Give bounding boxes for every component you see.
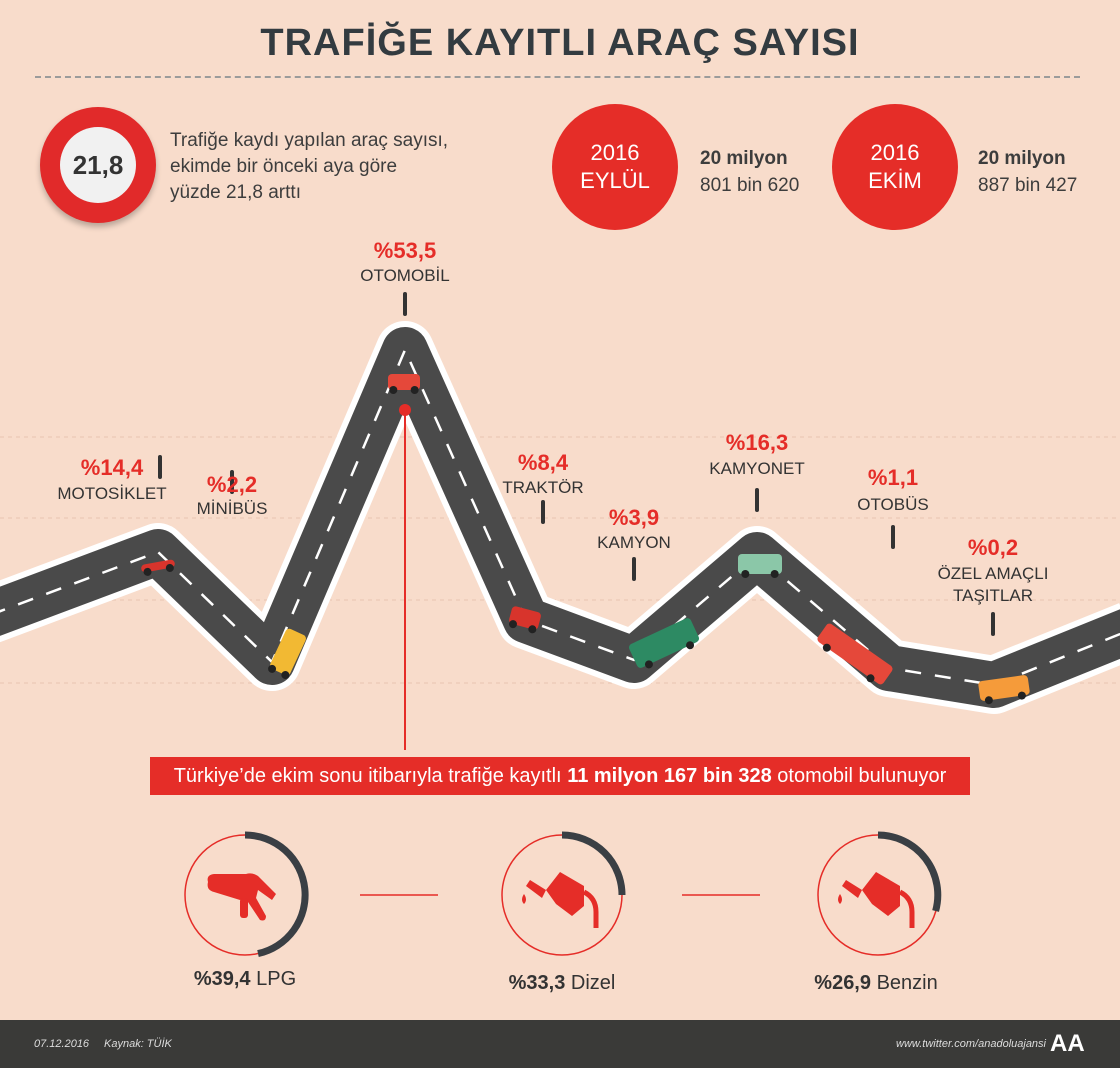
- growth-value: 21,8: [60, 127, 136, 203]
- fuel-name: Benzin: [876, 972, 938, 994]
- truck-icon: [629, 618, 699, 669]
- month-value-line2: 801 bin 620: [700, 175, 800, 196]
- growth-badge: 21,8: [40, 107, 156, 223]
- percent-label: %16,3: [725, 430, 789, 455]
- month-value-line1: 20 milyon: [978, 148, 1066, 169]
- vehicle-label: OTOBÜS: [857, 495, 929, 514]
- title-divider: [35, 76, 1080, 78]
- road-center-line: [0, 348, 1120, 687]
- fuel-gauges: [184, 831, 942, 958]
- fuel-gauge-lpg: [184, 831, 309, 958]
- month-year: 2016: [590, 140, 640, 165]
- footer: 07.12.2016 Kaynak: TÜİK www.twitter.com/…: [0, 1020, 1120, 1068]
- label-post: [230, 470, 234, 494]
- month-value-line1: 20 milyon: [700, 148, 788, 169]
- fuel-label-benzin: %26,9 Benzin: [776, 972, 976, 995]
- fuel-name: Dizel: [570, 972, 616, 994]
- label-post: [991, 612, 995, 636]
- tractor-icon: [509, 606, 541, 634]
- month-value-september: 20 milyon 801 bin 620: [700, 145, 799, 199]
- banner-text-bold: 11 milyon 167 bin 328: [567, 765, 772, 787]
- label-post: [403, 292, 407, 316]
- pickup-van-icon: [738, 554, 782, 578]
- vehicle-markers: [158, 292, 995, 636]
- label-post: [755, 488, 759, 512]
- otomobil-banner: Türkiye’de ekim sonu itibarıyla trafiğe …: [150, 757, 970, 795]
- vehicle-label: TRAKTÖR: [502, 478, 584, 497]
- vehicle-label: MİNİBÜS: [196, 499, 268, 518]
- label-post: [158, 455, 162, 479]
- diesel-pump-nozzle-icon: [522, 872, 599, 928]
- percent-label: %53,5: [373, 238, 437, 263]
- month-value-october: 20 milyon 887 bin 427: [978, 145, 1077, 199]
- month-value-line2: 887 bin 427: [978, 175, 1078, 196]
- vehicle-label: MOTOSİKLET: [57, 484, 167, 503]
- label-post: [891, 525, 895, 549]
- special-vehicle-icon: [978, 675, 1030, 705]
- percent-label: %3,9: [608, 505, 660, 530]
- growth-description: Trafiğe kaydı yapılan araç sayısı, ekimd…: [170, 130, 449, 203]
- footer-url: www.twitter.com/anadoluajansi: [896, 1038, 1046, 1050]
- fuel-pct: %26,9: [814, 972, 871, 994]
- month-badge-october: 2016 EKİM: [832, 104, 958, 230]
- fuel-gauge-dizel: [501, 831, 626, 956]
- percent-label: %2,2: [206, 472, 258, 497]
- label-post: [632, 557, 636, 581]
- footer-date: 07.12.2016: [34, 1038, 90, 1050]
- fuel-pct: %33,3: [508, 972, 566, 994]
- minibus-icon: [268, 628, 306, 680]
- footer-source: Kaynak: TÜİK: [104, 1038, 172, 1050]
- month-year: 2016: [870, 140, 920, 165]
- road-chart: [0, 292, 1120, 750]
- month-name: EKİM: [868, 168, 922, 193]
- fuel-label-dizel: %33,3 Dizel: [462, 972, 662, 995]
- percent-label: %0,2: [967, 535, 1019, 560]
- fuel-gauge-benzin: [817, 831, 942, 956]
- gasoline-pump-nozzle-icon: [838, 872, 915, 928]
- vehicle-label: ÖZEL AMAÇLI TAŞITLAR: [937, 564, 1049, 605]
- anadolu-agency-logo-icon: AA: [1050, 1030, 1085, 1057]
- banner-text-post: otomobil bulunuyor: [771, 765, 947, 787]
- month-badge-september: 2016 EYLÜL: [552, 104, 678, 230]
- vehicle-label: OTOMOBİL: [360, 266, 450, 285]
- otomobil-pin: [399, 404, 411, 416]
- fuel-name: LPG: [256, 968, 297, 990]
- car-icon: [388, 374, 420, 394]
- page-title: TRAFİĞE KAYITLI ARAÇ SAYISI: [260, 22, 860, 64]
- percent-label: %14,4: [80, 455, 144, 480]
- percent-label: %1,1: [867, 465, 919, 490]
- bus-icon: [817, 623, 893, 685]
- vehicle-icons: [141, 374, 1030, 705]
- month-name: EYLÜL: [580, 168, 650, 193]
- fuel-pct: %39,4: [193, 968, 251, 990]
- banner-text-pre: Türkiye’de ekim sonu itibarıyla trafiğe …: [173, 765, 568, 787]
- fuel-label-lpg: %39,4 LPG: [145, 968, 345, 991]
- motorcycle-icon: [141, 559, 175, 576]
- vehicle-label: KAMYON: [597, 533, 671, 552]
- label-post: [541, 500, 545, 524]
- lpg-nozzle-icon: [207, 873, 276, 921]
- vehicle-label: KAMYONET: [709, 459, 805, 478]
- percent-label: %8,4: [517, 450, 569, 475]
